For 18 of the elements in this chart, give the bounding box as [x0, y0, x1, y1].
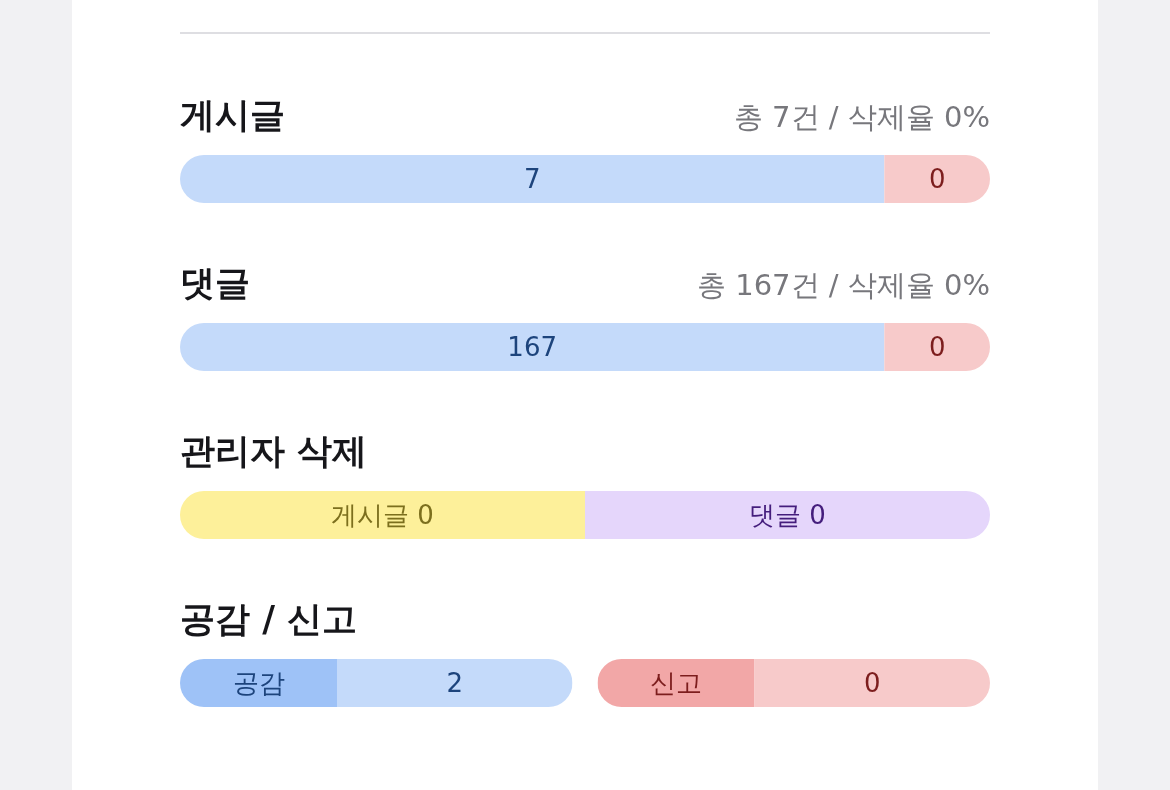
category-label: 공감 — [232, 668, 285, 698]
data-label: 7 — [523, 164, 541, 194]
text: 총 7건 / 삭제율 0% — [733, 100, 990, 134]
data-label: 2 — [446, 668, 464, 698]
category-label: 신고 — [650, 668, 702, 698]
data-label: 0 — [417, 500, 434, 530]
text: 관리자 삭제 — [180, 431, 368, 471]
text: 댓글 — [180, 263, 250, 303]
data-label: 0 — [809, 500, 826, 530]
text: 게시글 — [180, 95, 285, 135]
text: 공감 / 신고 — [180, 599, 358, 639]
data-label: 0 — [928, 164, 946, 194]
data-label: 0 — [863, 668, 881, 698]
category-label: 게시글 — [331, 500, 410, 530]
text: 총 167건 / 삭제율 0% — [696, 268, 990, 302]
category-label: 댓글 — [749, 500, 802, 530]
data-label: 0 — [928, 332, 946, 362]
data-label: 167 — [507, 332, 557, 362]
